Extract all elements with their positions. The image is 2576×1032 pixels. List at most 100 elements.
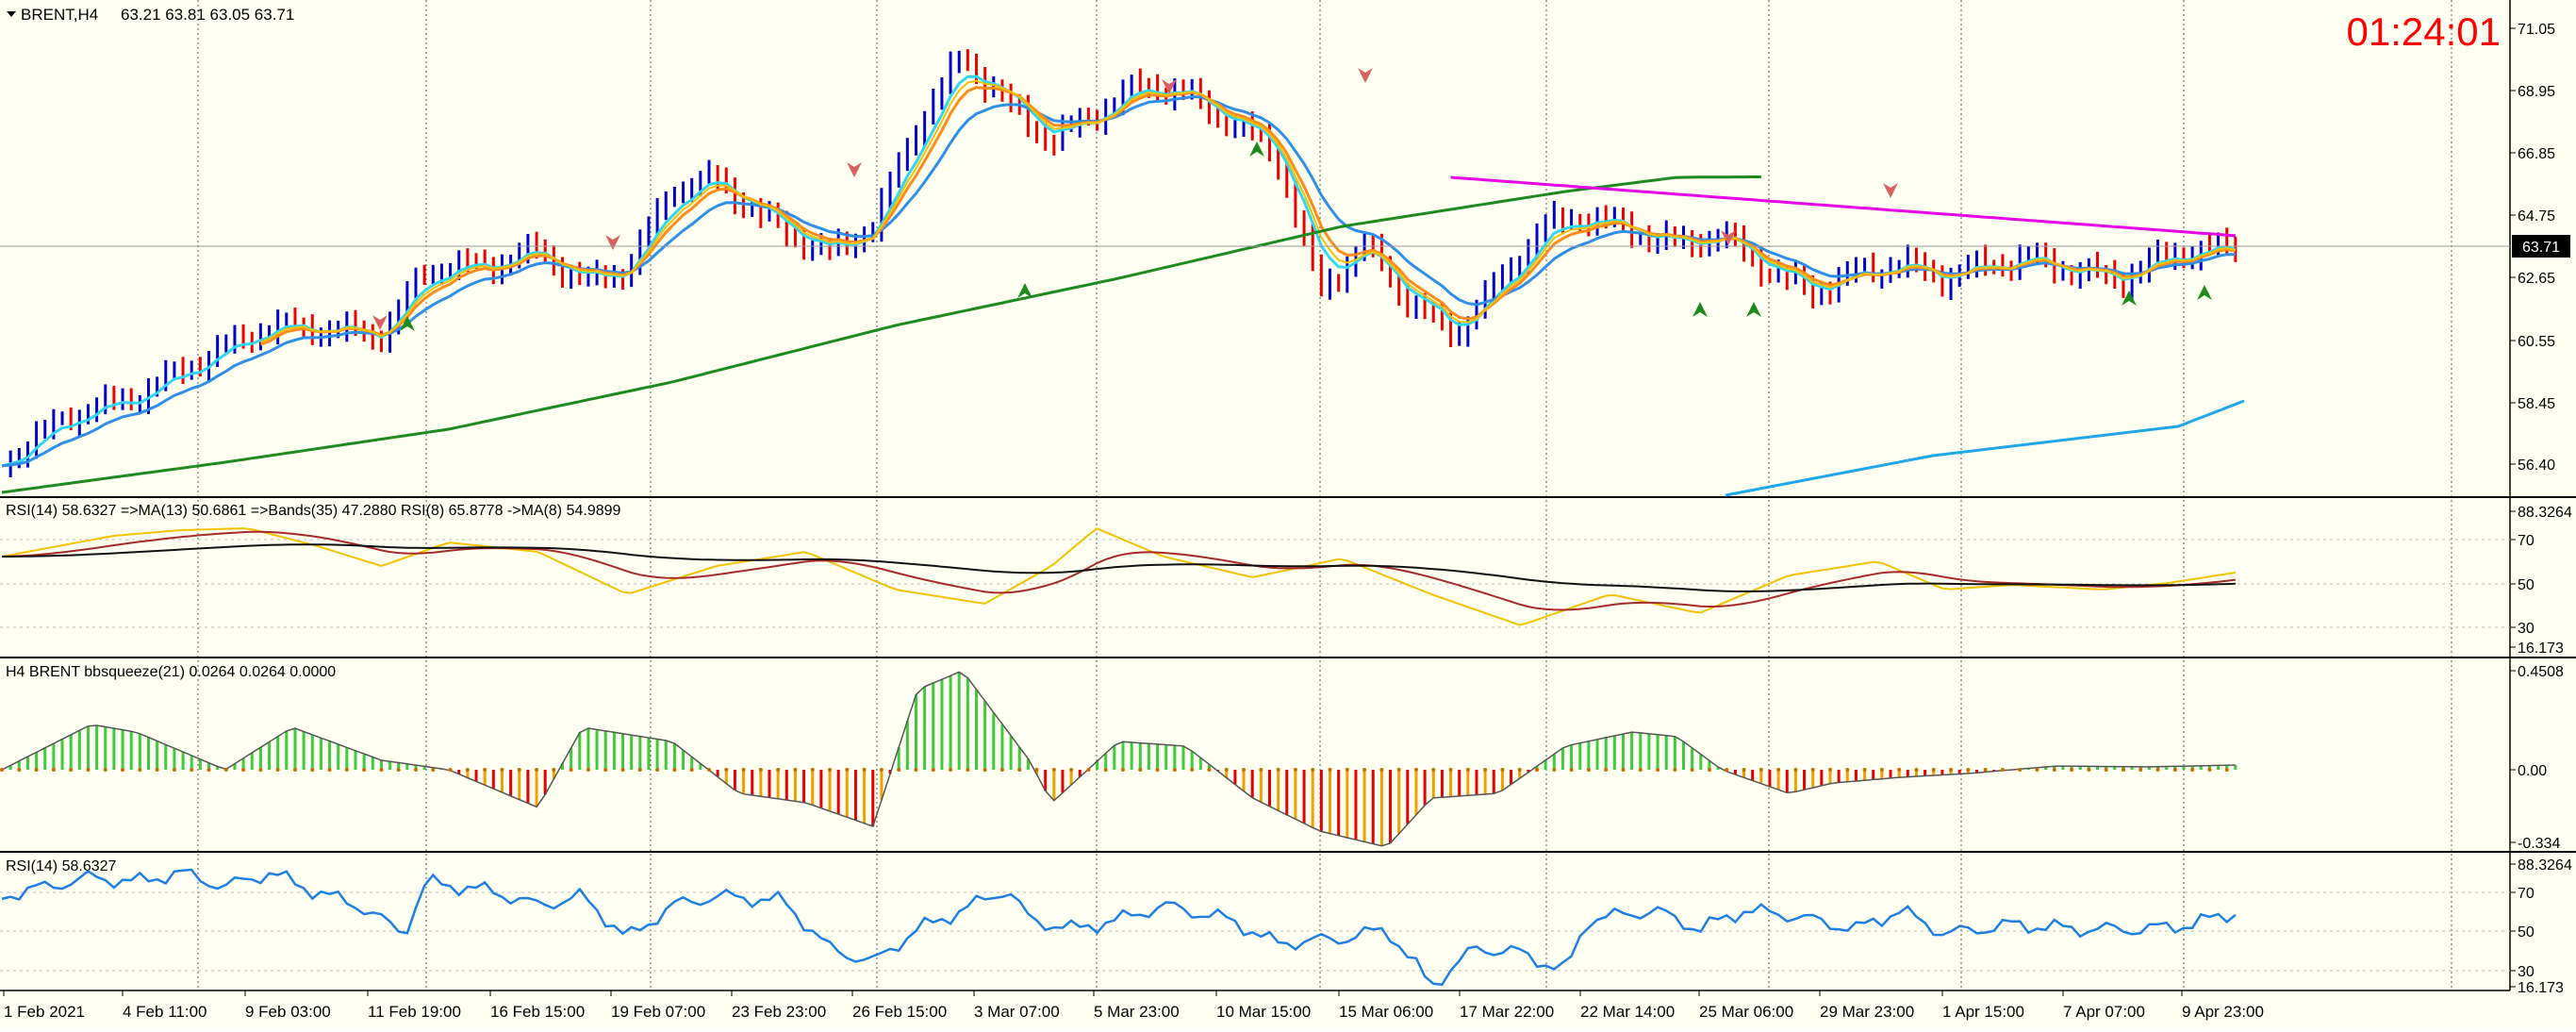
squeeze-dot — [1931, 768, 1936, 772]
time-axis-label: 16 Feb 15:00 — [490, 1003, 585, 1021]
panel-separators — [0, 0, 2576, 991]
squeeze-dot — [1535, 768, 1540, 772]
squeeze-dot — [1759, 768, 1763, 772]
squeeze-dot — [1725, 768, 1729, 772]
squeeze-dot — [2018, 768, 2023, 772]
squeeze-dot — [1017, 768, 1022, 772]
squeeze-dot — [689, 768, 694, 772]
squeeze-dot — [2172, 768, 2177, 772]
y-axis-label: 16.173 — [2518, 980, 2564, 996]
squeeze-dot — [1034, 768, 1039, 772]
time-axis-label: 9 Feb 03:00 — [245, 1003, 331, 1021]
squeeze-dot — [2035, 768, 2039, 772]
buy-arrow-icon — [1746, 302, 1761, 317]
squeeze-dot — [190, 768, 194, 772]
rsi-ma-bands-panel[interactable]: RSI(14) 58.6327 =>MA(13) 50.6861 =>Bands… — [0, 503, 2572, 657]
y-axis-label: 58.45 — [2518, 396, 2555, 412]
squeeze-dot — [949, 768, 953, 772]
squeeze-dot — [258, 768, 263, 772]
squeeze-dot — [672, 768, 677, 772]
time-axis-label: 17 Mar 22:00 — [1460, 1003, 1554, 1021]
squeeze-dot — [1396, 768, 1401, 772]
bar-timer: 01:24:01 — [2347, 9, 2502, 54]
buy-arrow-icon — [2197, 285, 2212, 300]
y-axis-label: 50 — [2518, 924, 2535, 940]
time-axis-label: 22 Mar 14:00 — [1580, 1003, 1675, 1021]
histogram-envelope — [1, 671, 2236, 847]
time-axis-label: 15 Mar 06:00 — [1339, 1003, 1433, 1021]
squeeze-dot — [1690, 768, 1694, 772]
squeeze-dot — [2155, 768, 2160, 772]
squeeze-dot — [1707, 768, 1711, 772]
bbsqueeze-panel-label: H4 BRENT bbsqueeze(21) 0.0264 0.0264 0.0… — [6, 664, 336, 680]
current-price-badge — [2512, 235, 2570, 258]
squeeze-dot — [121, 768, 125, 772]
squeeze-dot — [1121, 768, 1125, 772]
current-price-label: 63.71 — [2522, 240, 2560, 256]
squeeze-dot — [1586, 768, 1591, 772]
squeeze-dot — [1224, 768, 1229, 772]
y-axis-label: 30 — [2518, 964, 2535, 980]
y-axis-label: 64.75 — [2518, 208, 2555, 225]
squeeze-dot — [552, 768, 556, 772]
sell-arrow-icon — [1883, 183, 1898, 198]
squeeze-dot — [1742, 768, 1746, 772]
sell-arrow-icon — [1162, 79, 1177, 94]
squeeze-dot — [1810, 768, 1815, 772]
squeeze-dot — [1914, 768, 1919, 772]
buy-arrow-icon — [400, 316, 415, 331]
squeeze-dot — [845, 768, 850, 772]
squeeze-dot — [535, 768, 539, 772]
squeeze-dot — [1086, 768, 1091, 772]
time-axis-label: 26 Feb 15:00 — [852, 1003, 947, 1021]
time-axis-label: 9 Apr 23:00 — [2182, 1003, 2264, 1021]
time-axis-label: 25 Mar 06:00 — [1699, 1003, 1793, 1021]
ohlc-values: 63.21 63.81 63.05 63.71 — [121, 6, 294, 24]
rsi2-line — [1, 868, 2237, 987]
y-axis-label: 0.4508 — [2518, 664, 2564, 680]
squeeze-dot — [637, 768, 642, 772]
squeeze-dot — [586, 768, 590, 772]
ma-long-green-line — [1, 175, 1761, 494]
price-panel[interactable]: BRENT,H4 63.21 63.81 63.05 63.71 01:24:0… — [0, 6, 2570, 497]
squeeze-dot — [1897, 768, 1902, 772]
squeeze-dot — [1949, 768, 1954, 772]
squeeze-dot — [810, 768, 815, 772]
squeeze-dot — [1517, 768, 1522, 772]
moving-averages — [1, 75, 2245, 497]
bbsqueeze-panel[interactable]: H4 BRENT bbsqueeze(21) 0.0264 0.0264 0.0… — [0, 664, 2564, 852]
squeeze-dot — [983, 768, 987, 772]
squeeze-dot — [1448, 768, 1453, 772]
squeeze-dot — [448, 768, 453, 772]
squeeze-dot — [344, 768, 349, 772]
squeeze-dot — [999, 768, 1004, 772]
bbsqueeze-histogram — [0, 671, 2237, 847]
squeeze-dot — [103, 768, 107, 772]
chevron-down-icon[interactable] — [7, 11, 16, 17]
squeeze-dot — [1483, 768, 1488, 772]
y-axis-label: 68.95 — [2518, 84, 2555, 100]
squeeze-dot — [155, 768, 159, 772]
squeeze-dot — [1776, 768, 1781, 772]
rsi-lines — [1, 527, 2237, 626]
squeeze-dot — [758, 768, 763, 772]
squeeze-dot — [86, 768, 91, 772]
squeeze-dot — [241, 768, 246, 772]
squeeze-dot — [1465, 768, 1470, 772]
squeeze-dot — [741, 768, 746, 772]
squeeze-dot — [2104, 768, 2108, 772]
squeeze-dot — [1862, 768, 1867, 772]
squeeze-dot — [69, 768, 74, 772]
squeeze-dot — [275, 768, 280, 772]
squeeze-dot — [1207, 768, 1212, 772]
squeeze-dot — [2087, 768, 2091, 772]
squeeze-dot — [1569, 768, 1574, 772]
squeeze-dot — [1552, 768, 1557, 772]
y-axis-label: 70 — [2518, 886, 2535, 902]
squeeze-dot — [1242, 768, 1247, 772]
squeeze-dot — [206, 768, 211, 772]
squeeze-dot — [1413, 768, 1418, 772]
